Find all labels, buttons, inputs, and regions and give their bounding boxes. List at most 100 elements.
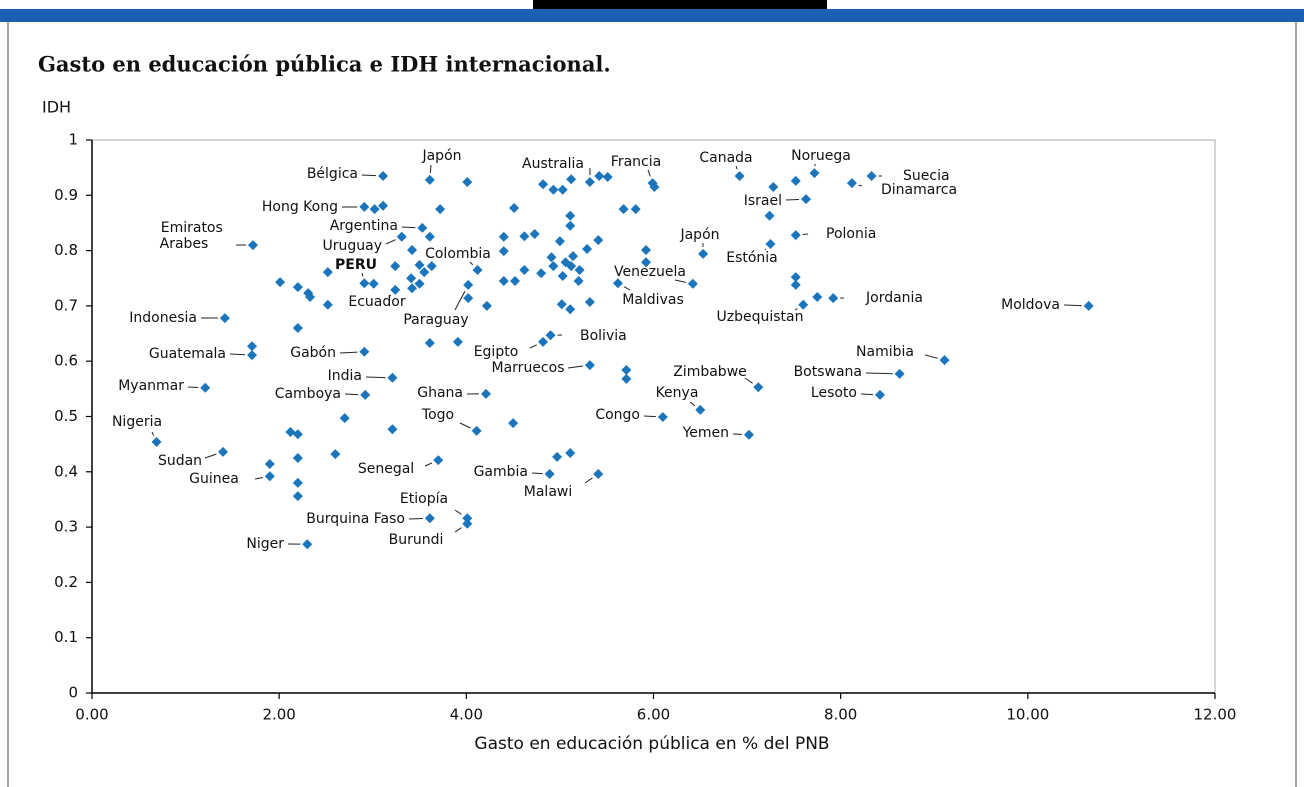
leader-line: [689, 401, 696, 407]
point: [292, 452, 303, 463]
point: [275, 277, 286, 288]
y-tick-label: 0.6: [54, 352, 78, 370]
point-label: Emiratos Arabes: [160, 220, 228, 252]
point: [866, 170, 877, 181]
point: [247, 350, 258, 361]
point: [557, 184, 568, 195]
point: [463, 293, 474, 304]
point-label: Myanmar: [118, 378, 184, 394]
point: [582, 243, 593, 254]
point: [846, 178, 857, 189]
point: [939, 355, 950, 366]
point: [292, 282, 303, 293]
point-label: Ghana: [417, 385, 463, 401]
point: [264, 459, 275, 470]
point: [481, 300, 492, 311]
point-label: Congo: [595, 407, 640, 423]
point: [1083, 300, 1094, 311]
point: [508, 418, 519, 429]
point-label: Sudan: [158, 453, 202, 469]
point: [574, 264, 585, 275]
point: [200, 382, 211, 393]
leader-line: [454, 527, 462, 533]
label-line: Arabes: [160, 236, 209, 252]
point-label: Namibia: [856, 344, 914, 360]
point: [568, 251, 579, 262]
point: [378, 170, 389, 181]
point: [554, 236, 565, 247]
y-tick-label: 0.1: [54, 628, 78, 646]
leader-line: [429, 164, 432, 173]
leader-line: [764, 248, 767, 251]
leader-line: [643, 415, 656, 418]
point: [424, 174, 435, 185]
point: [292, 477, 303, 488]
point: [621, 373, 632, 384]
point-label: Senegal: [358, 461, 414, 477]
leader-line: [858, 184, 863, 187]
point: [764, 210, 775, 221]
point: [302, 539, 313, 550]
point: [519, 231, 530, 242]
point: [618, 204, 629, 215]
y-tick-label: 0.2: [54, 573, 78, 591]
leader-line: [401, 226, 416, 229]
point-label: Ecuador: [348, 294, 405, 310]
point: [641, 245, 652, 256]
x-axis-label: Gasto en educación pública en % del PNB: [474, 734, 829, 754]
point: [698, 248, 709, 259]
point: [621, 365, 632, 376]
leader-line: [794, 308, 798, 311]
point: [218, 446, 229, 457]
point: [801, 194, 812, 205]
point: [435, 204, 446, 215]
leader-line: [735, 165, 738, 170]
point: [809, 168, 820, 179]
point: [292, 491, 303, 502]
point: [369, 204, 380, 215]
point: [462, 513, 473, 524]
point: [545, 330, 556, 341]
point: [544, 469, 555, 480]
point: [462, 518, 473, 529]
point: [790, 272, 801, 283]
point-label: PERU: [335, 257, 377, 273]
leader-line: [860, 393, 874, 396]
point-label: Estónia: [726, 250, 778, 266]
point: [734, 170, 745, 181]
point: [687, 278, 698, 289]
leader-line: [365, 376, 386, 379]
point: [396, 231, 407, 242]
y-tick-label: 0.7: [54, 296, 78, 314]
leader-line: [385, 239, 396, 245]
point-label: Japón: [679, 227, 719, 243]
point: [557, 271, 568, 282]
point-label: Botswana: [794, 364, 862, 380]
leader-line: [254, 477, 264, 480]
point: [424, 337, 435, 348]
point-label: Bélgica: [307, 166, 358, 182]
point: [566, 261, 577, 272]
point: [509, 203, 520, 214]
point: [509, 276, 520, 287]
point: [536, 268, 547, 279]
point: [463, 279, 474, 290]
leader-line: [344, 393, 359, 396]
point: [548, 261, 559, 272]
leader-line: [361, 174, 377, 177]
leader-line: [459, 422, 471, 429]
x-tick-label: 4.00: [450, 706, 483, 724]
leader-line: [204, 453, 217, 459]
leader-line: [567, 365, 583, 369]
point: [452, 336, 463, 347]
point: [538, 179, 549, 190]
x-tick-label: 6.00: [637, 706, 670, 724]
point-label: Paraguay: [403, 312, 468, 328]
point: [602, 172, 613, 183]
point: [538, 336, 549, 347]
point-label: Kenya: [656, 385, 699, 401]
point-label: Guatemala: [149, 346, 226, 362]
point-label: Canada: [699, 150, 752, 166]
point: [417, 222, 428, 233]
point: [798, 299, 809, 310]
